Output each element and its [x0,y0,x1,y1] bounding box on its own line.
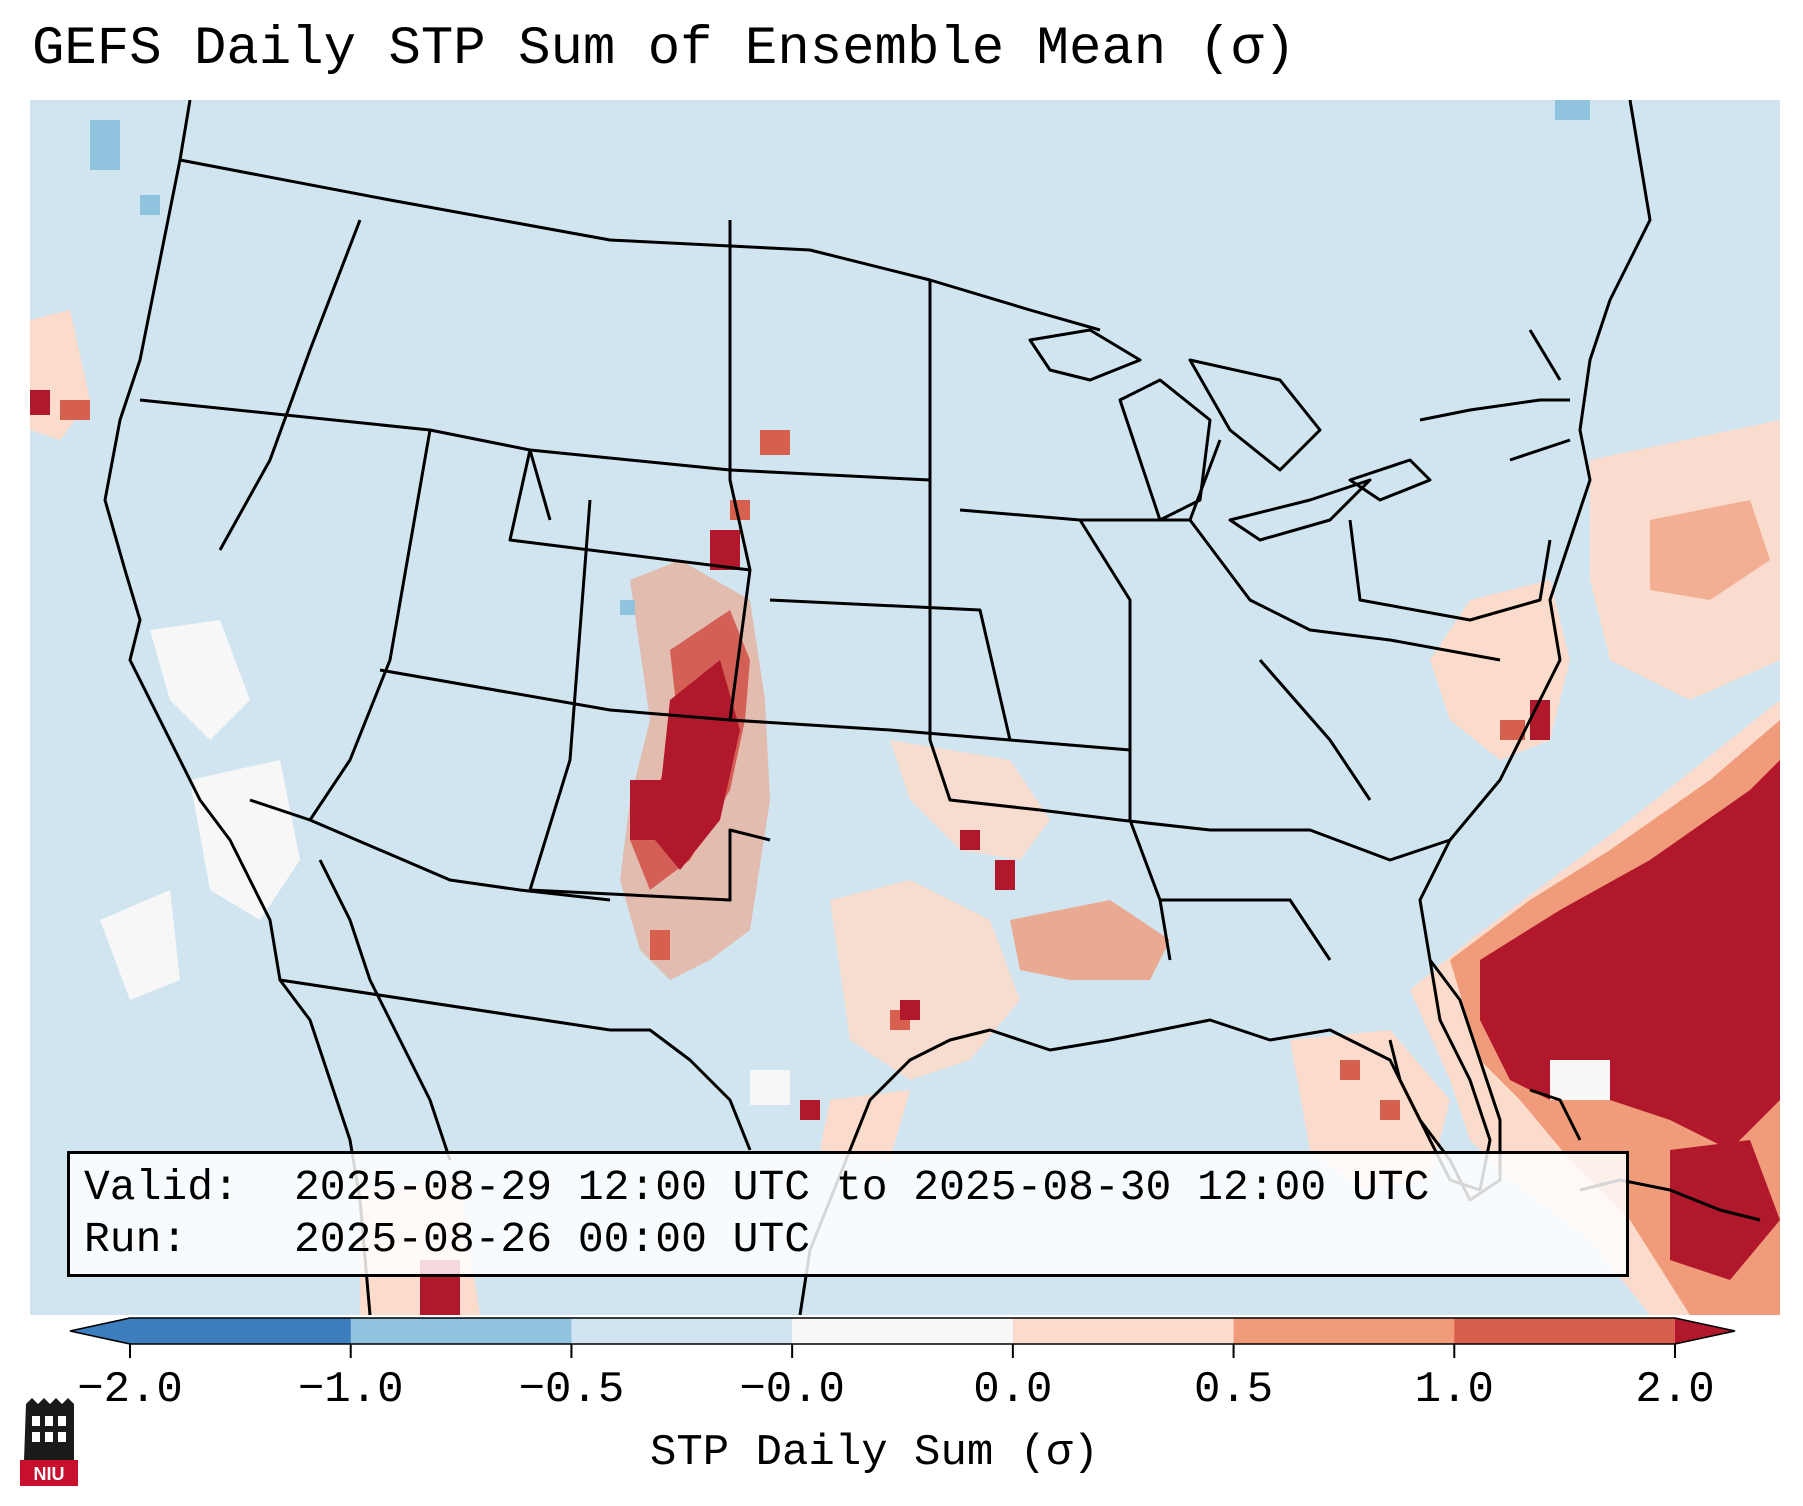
colorbar-tick-label: 2.0 [1635,1365,1715,1415]
colorbar-tick-label: 0.5 [1193,1365,1274,1415]
valid-row: Valid: 2025-08-29 12:00 UTC to 2025-08-3… [84,1162,1612,1214]
colorbar-segment [1012,1318,1235,1344]
colorbar-segment [792,1318,1014,1344]
colorbar-tick-label: −0.0 [739,1365,845,1415]
colorbar-segment [571,1318,793,1344]
valid-value: 2025-08-29 12:00 UTC to 2025-08-30 12:00… [294,1163,1430,1212]
stp-shading [30,100,1780,1315]
svg-text:NIU: NIU [34,1464,65,1484]
colorbar-segment [350,1318,572,1344]
map-svg [30,100,1780,1315]
page-title: GEFS Daily STP Sum of Ensemble Mean (σ) [32,19,1296,80]
colorbar-label: STP Daily Sum (σ) [650,1428,1099,1478]
colorbar [69,1317,1736,1358]
colorbar-segment [1454,1318,1676,1344]
coastlines-borders [103,100,1761,1315]
niu-logo: NIU [20,1398,78,1486]
map-panel[interactable] [30,100,1780,1315]
colorbar-tick-label: −2.0 [77,1365,183,1415]
colorbar-segment [1233,1318,1455,1344]
colorbar-ticks: −2.0 −1.0 −0.5 −0.0 0.0 0.5 1.0 2.0 [0,1365,1803,1425]
run-label: Run: [84,1215,188,1264]
colorbar-svg [69,1317,1736,1358]
colorbar-tick-label: −0.5 [518,1365,625,1415]
colorbar-extend-low [70,1318,130,1344]
run-row: Run: 2025-08-26 00:00 UTC [84,1214,1612,1266]
info-box: Valid: 2025-08-29 12:00 UTC to 2025-08-3… [67,1151,1629,1277]
colorbar-tick-label: 0.0 [973,1365,1053,1415]
run-value: 2025-08-26 00:00 UTC [294,1215,811,1264]
colorbar-extend-high [1675,1318,1735,1344]
valid-label: Valid: [84,1163,239,1212]
colorbar-tick-label: −1.0 [297,1365,404,1415]
colorbar-segment [130,1318,352,1344]
colorbar-tick-label: 1.0 [1414,1365,1494,1415]
